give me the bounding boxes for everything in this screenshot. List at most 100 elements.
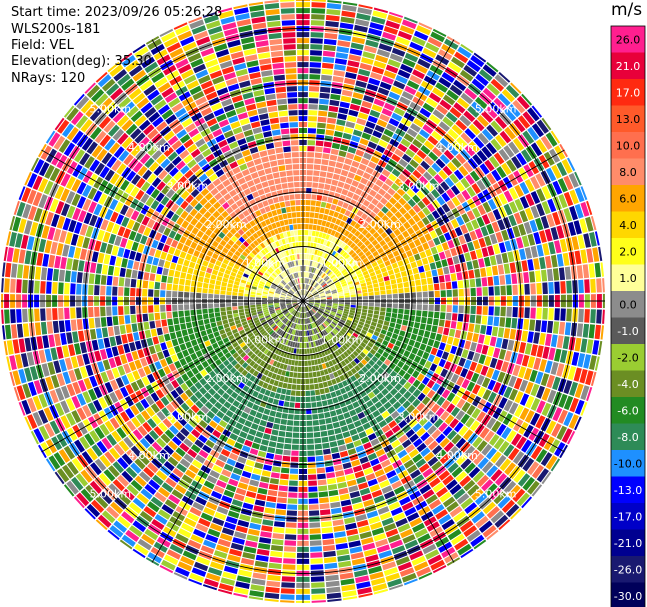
range-gate	[460, 43, 474, 54]
range-gate	[109, 255, 117, 266]
range-gate	[409, 517, 423, 528]
range-gate	[387, 354, 395, 362]
range-gate	[460, 224, 469, 234]
range-gate	[297, 372, 301, 378]
range-gate	[196, 292, 202, 299]
range-gate	[134, 252, 142, 262]
range-gate	[187, 433, 197, 443]
range-gate	[385, 572, 401, 582]
range-gate	[112, 276, 119, 286]
range-gate	[241, 276, 248, 281]
range-gate	[190, 404, 200, 414]
range-gate	[329, 353, 334, 360]
range-gate	[450, 273, 457, 281]
range-gate	[536, 282, 542, 295]
range-gate	[442, 116, 454, 128]
range-gate	[216, 479, 227, 489]
range-gate	[355, 149, 365, 157]
range-gate	[469, 361, 478, 372]
range-gate	[454, 329, 462, 339]
range-gate	[276, 442, 284, 449]
range-gate	[484, 159, 495, 172]
range-gate	[556, 363, 565, 377]
range-gate	[232, 341, 239, 348]
range-gate	[249, 335, 256, 341]
range-gate	[53, 360, 62, 374]
range-gate	[314, 302, 320, 305]
range-gate	[240, 318, 247, 323]
range-gate	[328, 489, 339, 497]
range-gate	[315, 340, 319, 346]
range-gate	[339, 194, 346, 202]
range-gate	[144, 528, 159, 541]
range-gate	[389, 11, 404, 18]
range-gate	[369, 247, 377, 254]
range-gate	[361, 312, 367, 316]
range-gate	[418, 329, 425, 337]
range-gate	[348, 109, 359, 117]
range-gate	[111, 346, 119, 357]
range-gate	[305, 312, 307, 318]
range-gate	[505, 317, 512, 328]
range-gate	[299, 312, 301, 318]
range-gate	[222, 392, 230, 400]
range-gate	[352, 332, 359, 338]
range-gate	[385, 219, 394, 227]
range-gate	[320, 293, 325, 296]
range-gate	[312, 307, 318, 311]
range-gate	[365, 216, 373, 224]
range-gate	[477, 386, 486, 398]
range-gate	[210, 362, 218, 370]
range-gate	[313, 306, 319, 310]
range-gate	[355, 257, 362, 264]
range-gate	[295, 305, 299, 309]
range-gate	[476, 216, 485, 228]
range-gate	[405, 444, 416, 454]
range-gate	[76, 283, 82, 295]
range-gate	[321, 400, 328, 407]
range-gate	[194, 390, 203, 400]
range-gate	[323, 227, 329, 234]
range-gate	[405, 429, 415, 438]
range-gate	[38, 409, 49, 424]
range-gate	[123, 363, 131, 374]
range-gate	[184, 423, 194, 433]
range-gate	[447, 161, 457, 172]
range-gate	[563, 395, 574, 411]
range-gate	[22, 308, 28, 323]
range-gate	[371, 239, 379, 246]
range-gate	[489, 255, 497, 266]
range-gate	[174, 360, 182, 369]
range-gate	[388, 475, 400, 484]
range-gate	[199, 378, 207, 386]
range-gate	[463, 359, 472, 370]
range-gate	[204, 401, 214, 410]
range-gate	[355, 287, 361, 291]
range-gate	[62, 217, 71, 231]
range-gate	[375, 179, 384, 188]
range-gate	[541, 320, 548, 333]
range-gate	[361, 359, 368, 366]
range-gate	[164, 499, 178, 510]
range-gate	[348, 346, 355, 353]
range-gate	[18, 249, 26, 264]
range-gate	[119, 267, 126, 277]
range-gate	[255, 431, 264, 438]
range-gate	[74, 368, 83, 381]
range-gate	[264, 324, 270, 330]
range-gate	[305, 384, 310, 390]
range-gate	[113, 266, 120, 277]
range-gate	[524, 283, 530, 295]
range-gate	[415, 316, 421, 323]
range-gate	[368, 268, 375, 274]
range-gate	[428, 440, 439, 451]
range-gate	[512, 364, 521, 377]
range-gate	[508, 402, 519, 415]
range-gate	[269, 321, 275, 326]
range-gate	[154, 281, 161, 290]
range-gate	[294, 342, 298, 348]
range-gate	[217, 271, 224, 277]
range-gate	[157, 351, 165, 360]
range-gate	[138, 471, 151, 483]
range-gate	[342, 380, 349, 387]
